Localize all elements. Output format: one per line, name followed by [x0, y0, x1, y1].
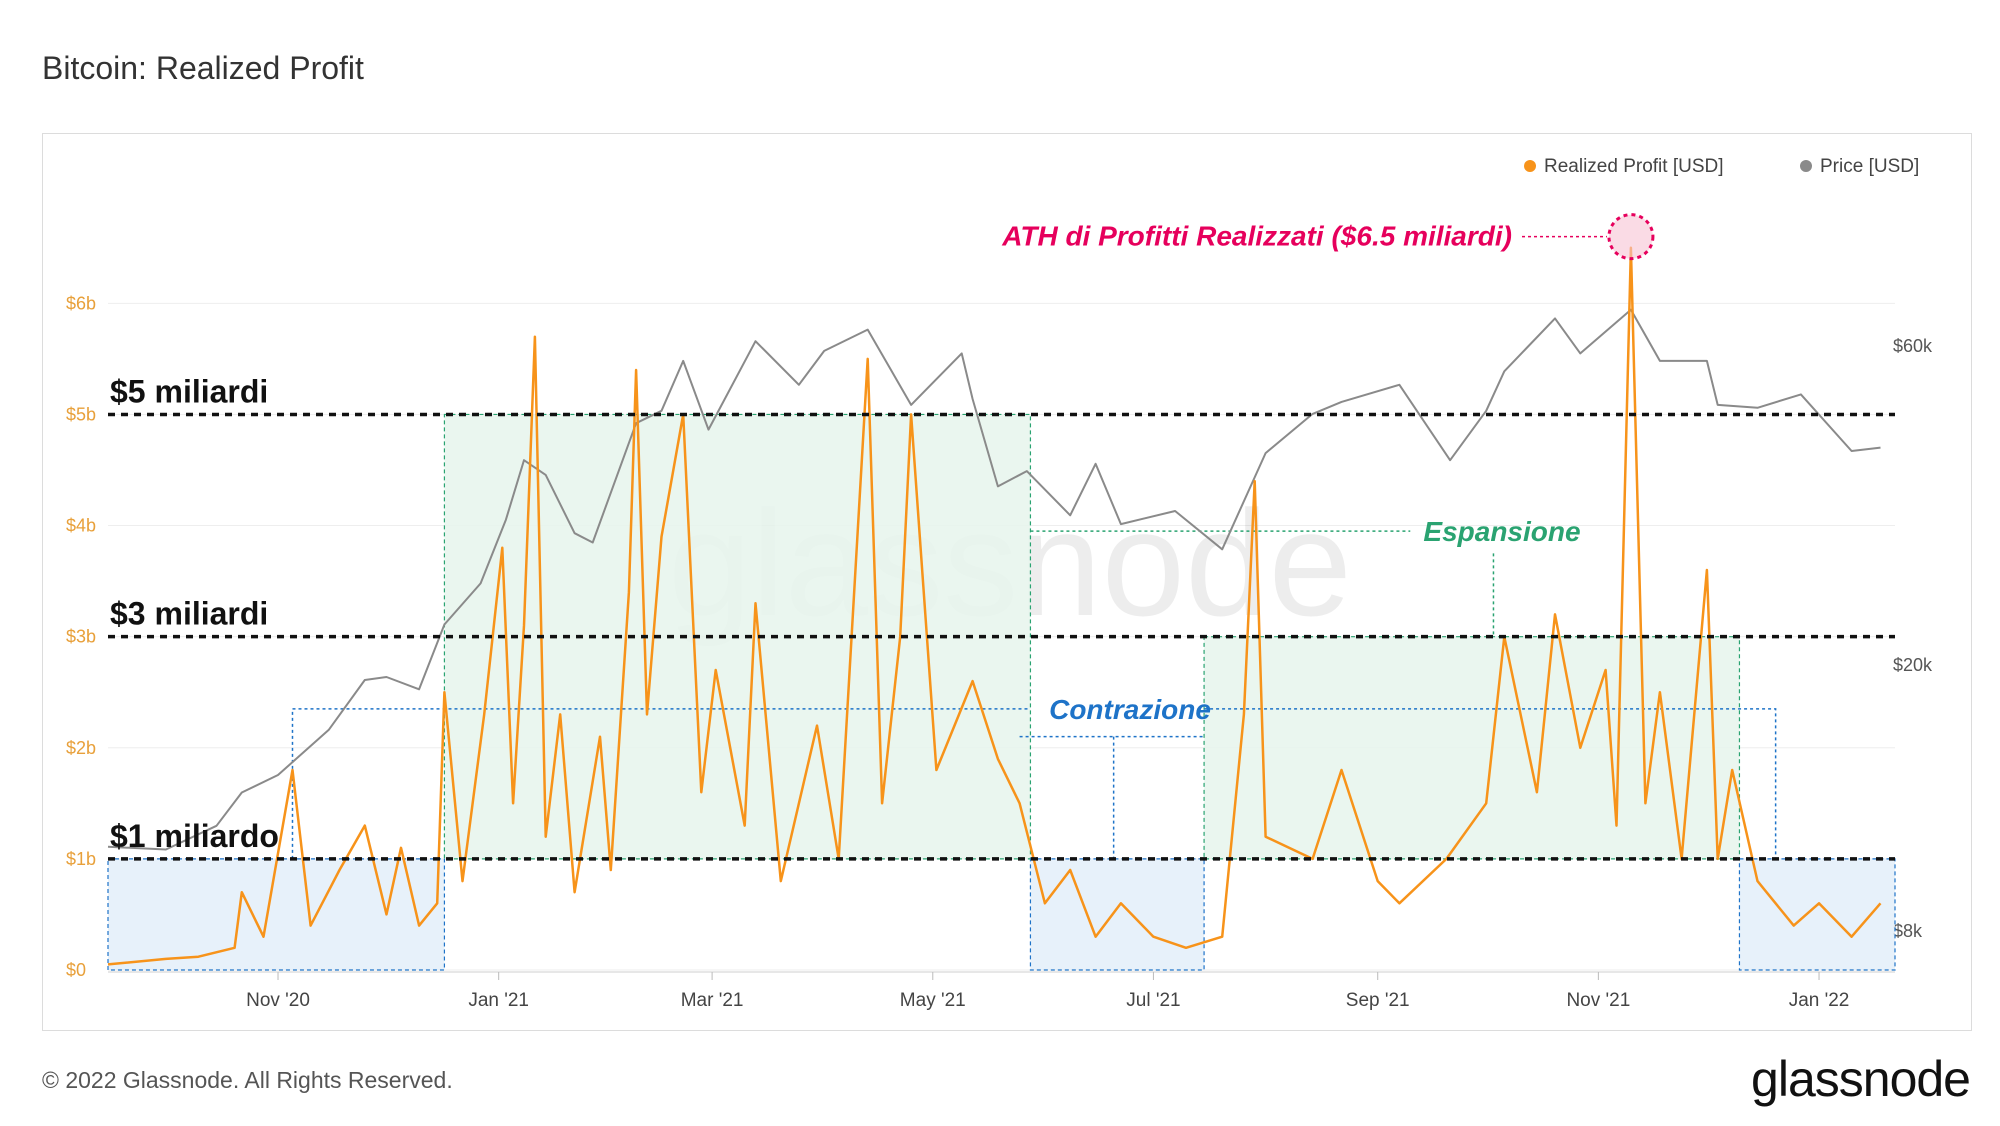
x-tick-label: Jan '21	[468, 990, 529, 1011]
y-right-tick-label: $60k	[1893, 336, 1933, 356]
x-tick-label: Jul '21	[1126, 990, 1180, 1011]
x-tick-label: Sep '21	[1346, 990, 1410, 1011]
region-contraction	[1738, 858, 1896, 971]
y-right-tick-label: $20k	[1893, 655, 1933, 675]
price-line	[107, 308, 1881, 851]
x-tick-label: Mar '21	[681, 990, 744, 1011]
y-right-tick-label: $8k	[1893, 921, 1923, 941]
reference-line-label: $5 miliardi	[110, 373, 268, 409]
contraction-connector	[1204, 708, 1777, 859]
ath-highlight-circle	[1607, 213, 1655, 261]
legend-marker	[1524, 160, 1536, 172]
ath-annotation: ATH di Profitti Realizzati ($6.5 miliard…	[1001, 221, 1512, 252]
y-left-tick-label: $1b	[66, 849, 96, 869]
expansion-label: Espansione	[1423, 516, 1580, 547]
y-left-tick-label: $0	[66, 960, 86, 980]
realized-profit-line	[107, 246, 1882, 966]
x-tick-label: Nov '20	[246, 990, 310, 1011]
y-left-tick-label: $2b	[66, 738, 96, 758]
reference-line-label: $1 miliardo	[110, 818, 279, 854]
y-left-tick-label: $6b	[66, 293, 96, 313]
legend-marker	[1800, 160, 1812, 172]
reference-line-label: $3 miliardi	[110, 596, 268, 632]
y-left-tick-label: $5b	[66, 404, 96, 424]
y-left-tick-label: $3b	[66, 627, 96, 647]
y-left-tick-label: $4b	[66, 516, 96, 536]
contraction-label: Contrazione	[1049, 694, 1211, 725]
region-contraction	[1029, 858, 1205, 971]
x-tick-label: Jan '22	[1789, 990, 1850, 1011]
legend-label: Price [USD]	[1820, 156, 1919, 177]
x-tick-label: May '21	[900, 990, 966, 1011]
copyright: © 2022 Glassnode. All Rights Reserved.	[42, 1067, 453, 1093]
glassnode-logo[interactable]: glassnode	[1751, 1051, 1971, 1107]
page-title: Bitcoin: Realized Profit	[42, 50, 364, 86]
legend-label: Realized Profit [USD]	[1544, 156, 1724, 177]
x-tick-label: Nov '21	[1566, 990, 1630, 1011]
contraction-connector	[291, 708, 1031, 859]
